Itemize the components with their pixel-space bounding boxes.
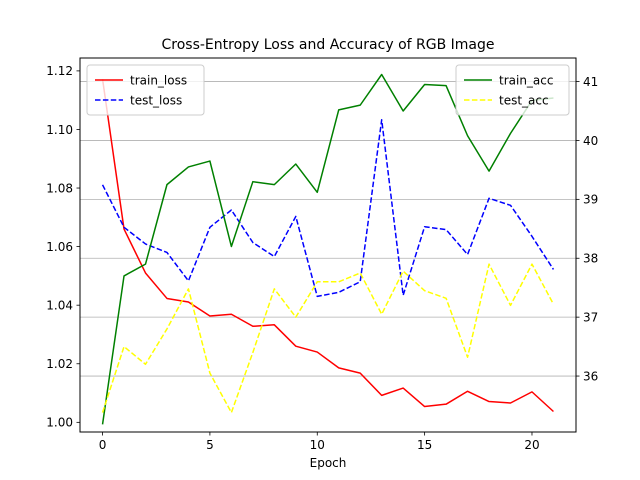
chart-title: Cross-Entropy Loss and Accuracy of RGB I… — [161, 37, 494, 53]
left-y-tick-label: 1.08 — [46, 181, 73, 195]
axes: 0 5 10 15 20 1.00 1.02 1.04 1.06 1.08 1.10 1.12 36 37… — [46, 64, 598, 452]
left-y-tick-label: 1.02 — [46, 357, 73, 371]
right-y-tick-label: 40 — [583, 134, 598, 148]
series-line-train_acc — [101, 73, 554, 425]
left-y-tick-label: 1.00 — [46, 416, 73, 430]
x-tick-label: 0 — [99, 438, 107, 452]
left-y-tick-label: 1.06 — [46, 240, 73, 254]
x-axis-label: Epoch — [310, 456, 347, 470]
series-line-train_loss — [101, 78, 554, 413]
legend-label-test_loss: test_loss — [130, 94, 182, 108]
right-y-tick-label: 41 — [583, 75, 598, 89]
right-y-tick-label: 38 — [583, 252, 598, 266]
right-y-tick-label: 37 — [583, 310, 598, 324]
left-y-tick-label: 1.10 — [46, 123, 73, 137]
legend-box — [455, 64, 570, 116]
x-tick-label: 15 — [417, 438, 432, 452]
left-y-tick-label: 1.12 — [46, 64, 73, 78]
series-line-test_loss — [101, 119, 555, 298]
x-tick-label: 20 — [524, 438, 539, 452]
series-line-test_acc — [101, 263, 555, 414]
x-tick-label: 5 — [206, 438, 214, 452]
legend-box — [86, 64, 205, 116]
right-y-tick-label: 36 — [583, 369, 598, 383]
legend-loss: train_loss test_loss — [86, 64, 205, 116]
legend-label-train_loss: train_loss — [130, 74, 187, 88]
legend-accuracy: train_acc test_acc — [455, 64, 570, 116]
legend-label-test_acc: test_acc — [499, 94, 549, 108]
right-y-tick-label: 39 — [583, 193, 598, 207]
legend-label-train_acc: train_acc — [499, 74, 553, 88]
plot-lines — [101, 73, 555, 425]
plot-frame — [79, 57, 577, 433]
left-y-tick-label: 1.04 — [46, 298, 73, 312]
x-tick-label: 10 — [310, 438, 325, 452]
